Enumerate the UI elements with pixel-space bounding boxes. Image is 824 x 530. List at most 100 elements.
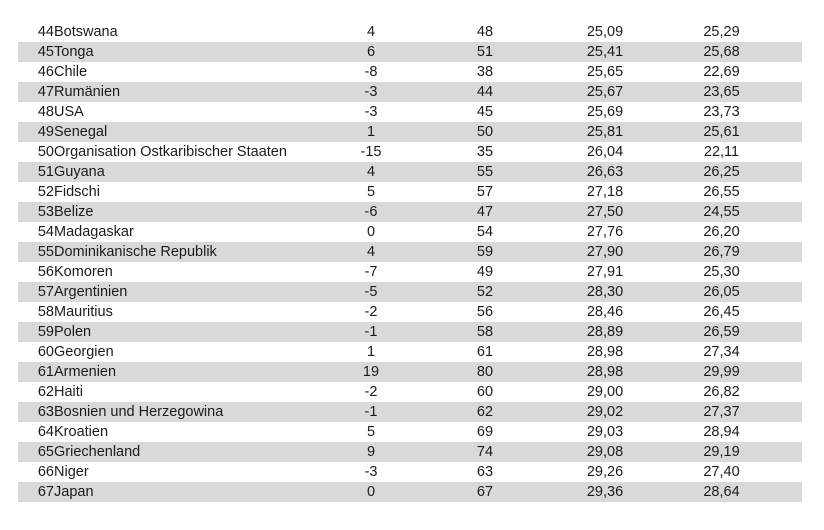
- table-row: 55 Dominikanische Republik 4 59 27,90 26,79: [18, 242, 802, 262]
- value3-cell: 29,99: [641, 362, 802, 382]
- country-cell: Mauritius: [54, 304, 113, 320]
- country-cell: Senegal: [54, 122, 341, 142]
- value1-cell: 69: [476, 424, 494, 440]
- change-cell: -3: [364, 104, 378, 120]
- table-row: 66 Niger -3 63 29,26 27,40: [18, 462, 802, 482]
- table-row: 67 Japan 0 67 29,36 28,64: [18, 482, 802, 502]
- rank-cell: 60: [37, 344, 54, 360]
- value2-cell: 25,69: [586, 104, 624, 120]
- rank-cell: 50: [37, 144, 54, 160]
- value2-cell: 29,03: [586, 424, 624, 440]
- value3-cell: 26,82: [703, 384, 740, 400]
- rank-cell: 62: [37, 384, 54, 400]
- country-cell: Niger: [54, 464, 89, 480]
- value1-cell: 47: [401, 202, 569, 222]
- value1-cell: 38: [476, 64, 494, 80]
- value1-cell: 58: [401, 322, 569, 342]
- table-row: 61 Armenien 19 80 28,98 29,99: [18, 362, 802, 382]
- change-cell: 5: [366, 184, 376, 200]
- change-cell: 4: [341, 242, 401, 262]
- change-cell: -3: [341, 82, 401, 102]
- rank-cell: 61: [18, 362, 54, 382]
- value3-cell: 23,73: [703, 104, 740, 120]
- change-cell: -2: [364, 304, 378, 320]
- value3-cell: 25,68: [641, 42, 802, 62]
- table-row: 60 Georgien 1 61 28,98 27,34: [18, 342, 802, 362]
- value2-cell: 25,65: [586, 64, 624, 80]
- country-cell: Botswana: [54, 24, 118, 40]
- country-cell: Polen: [54, 322, 341, 342]
- value2-cell: 26,04: [586, 144, 624, 160]
- value3-cell: 24,55: [641, 202, 802, 222]
- value3-cell: 26,55: [703, 184, 740, 200]
- country-cell: Fidschi: [54, 184, 100, 200]
- country-cell: Komoren: [54, 264, 113, 280]
- value1-cell: 44: [401, 82, 569, 102]
- value2-cell: 28,98: [586, 344, 624, 360]
- value2-cell: 29,36: [569, 482, 641, 502]
- change-cell: 5: [366, 424, 376, 440]
- value2-cell: 27,18: [586, 184, 624, 200]
- value1-cell: 48: [476, 24, 494, 40]
- value2-cell: 28,46: [586, 304, 624, 320]
- rank-cell: 51: [18, 162, 54, 182]
- value2-cell: 28,30: [569, 282, 641, 302]
- value1-cell: 51: [401, 42, 569, 62]
- country-ranking-table-body: 44 Botswana 4 48 25,09 25,29 45 Tonga 6 51 25,41 25…: [18, 22, 802, 502]
- value1-cell: 56: [476, 304, 494, 320]
- change-cell: -1: [341, 402, 401, 422]
- change-cell: -8: [364, 64, 378, 80]
- table-row: 56 Komoren -7 49 27,91 25,30: [18, 262, 802, 282]
- country-cell: Madagaskar: [54, 224, 134, 240]
- table-row: 47 Rumänien -3 44 25,67 23,65: [18, 82, 802, 102]
- value3-cell: 27,34: [703, 344, 740, 360]
- country-cell: Bosnien und Herzegowina: [54, 402, 341, 422]
- value3-cell: 26,45: [703, 304, 740, 320]
- country-cell: Japan: [54, 482, 341, 502]
- value3-cell: 26,05: [641, 282, 802, 302]
- rank-cell: 59: [18, 322, 54, 342]
- value3-cell: 29,19: [641, 442, 802, 462]
- change-cell: 1: [341, 122, 401, 142]
- value2-cell: 29,08: [569, 442, 641, 462]
- value2-cell: 25,67: [569, 82, 641, 102]
- country-cell: Griechenland: [54, 442, 341, 462]
- value3-cell: 22,69: [703, 64, 740, 80]
- value1-cell: 45: [476, 104, 494, 120]
- table-row: 57 Argentinien -5 52 28,30 26,05: [18, 282, 802, 302]
- country-cell: Argentinien: [54, 282, 341, 302]
- country-cell: Rumänien: [54, 82, 341, 102]
- change-cell: 4: [366, 24, 376, 40]
- value2-cell: 29,26: [586, 464, 624, 480]
- table-row: 48 USA -3 45 25,69 23,73: [18, 102, 802, 122]
- document-page: 44 Botswana 4 48 25,09 25,29 45 Tonga 6 51 25,41 25…: [18, 22, 802, 502]
- country-cell: Tonga: [54, 42, 341, 62]
- value3-cell: 25,61: [641, 122, 802, 142]
- table-row: 59 Polen -1 58 28,89 26,59: [18, 322, 802, 342]
- value1-cell: 52: [401, 282, 569, 302]
- value2-cell: 27,50: [569, 202, 641, 222]
- rank-cell: 55: [18, 242, 54, 262]
- country-cell: Georgien: [54, 344, 114, 360]
- table-row: 53 Belize -6 47 27,50 24,55: [18, 202, 802, 222]
- change-cell: -1: [341, 322, 401, 342]
- change-cell: -5: [341, 282, 401, 302]
- change-cell: -3: [364, 464, 378, 480]
- value2-cell: 27,91: [586, 264, 624, 280]
- change-cell: -15: [360, 144, 382, 160]
- value2-cell: 25,09: [586, 24, 624, 40]
- value1-cell: 59: [401, 242, 569, 262]
- table-row: 58 Mauritius -2 56 28,46 26,45: [18, 302, 802, 322]
- country-cell: Belize: [54, 202, 341, 222]
- value1-cell: 50: [401, 122, 569, 142]
- table-row: 46 Chile -8 38 25,65 22,69: [18, 62, 802, 82]
- rank-cell: 47: [18, 82, 54, 102]
- value2-cell: 26,63: [569, 162, 641, 182]
- table-row: 63 Bosnien und Herzegowina -1 62 29,02 27,37: [18, 402, 802, 422]
- value3-cell: 26,79: [641, 242, 802, 262]
- country-cell: Chile: [54, 64, 88, 80]
- rank-cell: 44: [37, 24, 54, 40]
- rank-cell: 57: [18, 282, 54, 302]
- country-cell: USA: [54, 104, 84, 120]
- table-row: 51 Guyana 4 55 26,63 26,25: [18, 162, 802, 182]
